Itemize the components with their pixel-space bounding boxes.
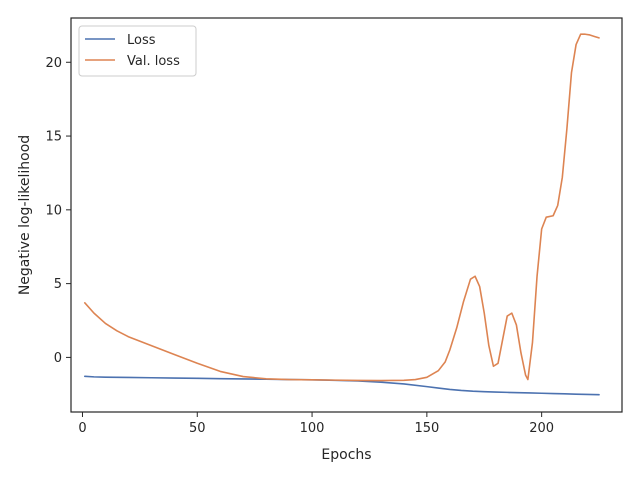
- x-axis-label: Epochs: [321, 447, 371, 463]
- y-tick-label: 20: [45, 56, 62, 71]
- y-axis-ticks: 0 5 10 15 20: [45, 56, 71, 366]
- x-axis-ticks: 0 50 100 150 200: [78, 412, 554, 436]
- series-line-0: [83, 375, 600, 396]
- x-tick-label: 50: [189, 421, 206, 436]
- legend: Loss Val. loss: [78, 25, 197, 77]
- legend-label-val-loss: Val. loss: [127, 54, 180, 69]
- y-tick-label: 5: [54, 277, 62, 292]
- series-lines: [83, 33, 600, 396]
- series-line-1: [83, 33, 600, 382]
- x-tick-label: 150: [414, 421, 439, 436]
- y-tick-label: 10: [45, 203, 62, 218]
- y-axis-label: Negative log-likelihood: [17, 135, 33, 295]
- y-tick-label: 15: [45, 130, 62, 145]
- x-tick-label: 0: [78, 421, 86, 436]
- legend-label-loss: Loss: [127, 33, 156, 48]
- plot-frame: [70, 17, 623, 413]
- x-tick-label: 200: [529, 421, 554, 436]
- x-tick-label: 100: [300, 421, 325, 436]
- y-tick-label: 0: [54, 351, 62, 366]
